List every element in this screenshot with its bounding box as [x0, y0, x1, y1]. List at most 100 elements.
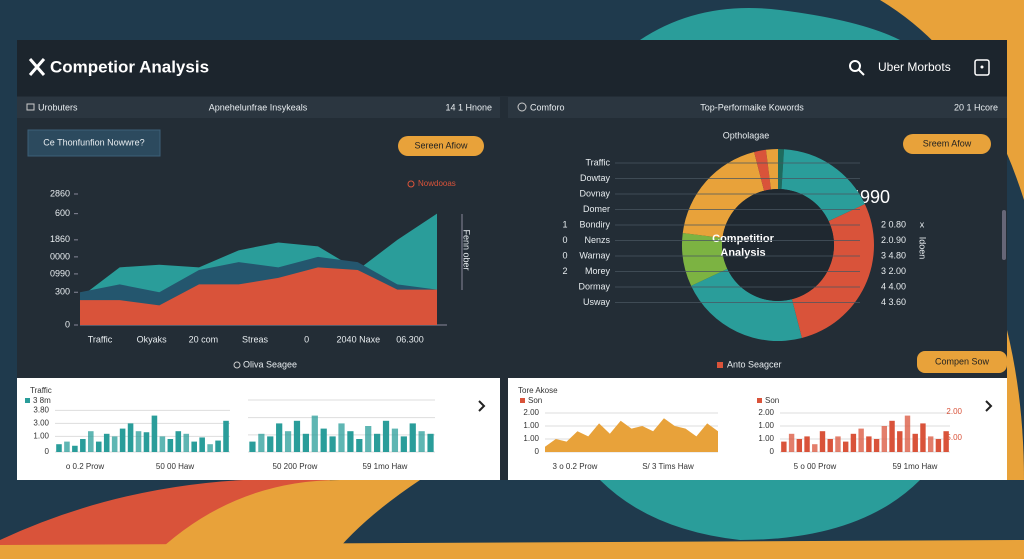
panel-header	[508, 97, 1007, 118]
bar	[95, 441, 102, 452]
bar	[788, 433, 795, 452]
bg-shape	[150, 480, 420, 559]
bar	[258, 433, 265, 452]
row-label: Bondiry	[579, 219, 610, 229]
row-number: 2	[562, 266, 567, 276]
next-arrow[interactable]	[985, 400, 993, 412]
row-label: Warnay	[579, 250, 610, 260]
bar	[56, 444, 62, 452]
side-label: Fenn ober	[462, 229, 472, 270]
bar	[842, 441, 849, 452]
legend-label: Anto Seagcer	[727, 359, 782, 369]
y-tick-label: 600	[55, 208, 70, 218]
y-tick-label: 0	[535, 447, 540, 456]
bar	[796, 439, 803, 452]
bar	[400, 436, 407, 452]
legend-marker	[520, 398, 525, 403]
bar	[819, 431, 826, 452]
center-text: Analysis	[720, 247, 765, 259]
row-number: 2 0.80	[881, 219, 906, 229]
button[interactable]	[917, 351, 1007, 373]
button-label[interactable]: Sereen Afiow	[414, 140, 468, 150]
bar	[904, 415, 911, 452]
bg-shape	[600, 480, 920, 540]
row-number: 2.0.90	[881, 235, 906, 245]
bg-shape	[640, 8, 900, 40]
bar	[276, 423, 283, 452]
row-label: Usway	[583, 297, 611, 307]
button[interactable]	[903, 134, 991, 154]
bar	[850, 433, 857, 452]
bar	[427, 433, 434, 452]
bottom-strip	[17, 378, 500, 480]
y-tick-label: 3.00	[33, 419, 49, 428]
center-text: Competitior	[712, 233, 774, 245]
bg-shape	[1007, 330, 1024, 480]
bar	[409, 423, 416, 452]
row-number: 3 2.00	[881, 266, 906, 276]
row-label: Traffic	[585, 157, 610, 167]
bar	[302, 433, 309, 452]
close[interactable]: x	[920, 219, 925, 229]
menu-icon[interactable]	[974, 59, 990, 76]
legend-label: Son	[765, 396, 779, 405]
row-label: Nenzs	[584, 235, 610, 245]
bar	[912, 433, 918, 452]
bar	[781, 441, 787, 452]
x-tick-label: Traffic	[88, 334, 113, 344]
donut-segment	[682, 232, 728, 286]
next-arrow[interactable]	[478, 400, 486, 412]
panel-label: Comforo	[530, 102, 565, 112]
row-number: 3 4.80	[881, 250, 906, 260]
panel-meta: 20 1 Hcore	[954, 102, 998, 112]
bar	[356, 439, 363, 452]
bar	[223, 420, 229, 452]
y-tick-label: 1.00	[758, 421, 774, 430]
caption: S/ 3 Tims Haw	[642, 462, 694, 471]
panel-title: Apnehelunfrae Insykeals	[209, 102, 308, 112]
bar	[103, 433, 110, 452]
legend-marker	[407, 180, 415, 188]
donut-segment	[778, 149, 785, 190]
bar	[64, 441, 70, 452]
area	[545, 418, 718, 452]
row-label: Dormay	[578, 281, 610, 291]
bar	[329, 436, 336, 452]
panel-icon	[26, 103, 35, 111]
bg-shape	[0, 540, 1024, 559]
bar	[804, 436, 810, 452]
row-number: 4 3.60	[881, 297, 906, 307]
question-box[interactable]	[27, 129, 161, 157]
bar	[183, 433, 190, 452]
scrollbar[interactable]	[1002, 210, 1006, 260]
y-tick-label: 2.00	[758, 408, 774, 417]
button-label[interactable]: Sreem Afow	[923, 138, 972, 148]
bar	[873, 439, 880, 452]
donut-segment	[765, 149, 778, 190]
panel-meta: 14 1 Hnone	[445, 102, 492, 112]
donut-segment	[791, 204, 874, 338]
search-icon[interactable]	[849, 60, 865, 76]
caption: 59 1mo Haw	[363, 462, 408, 471]
question[interactable]: Ce Thonfunfion Nowwre?	[43, 137, 144, 147]
donut-segment	[754, 149, 771, 191]
y-tick-label: 0000	[50, 251, 70, 261]
panel-label: Urobuters	[38, 102, 78, 112]
bar	[199, 437, 205, 452]
y-tick-label: 2.00	[523, 408, 539, 417]
button[interactable]	[398, 136, 484, 156]
right-label: 5.00	[946, 433, 962, 442]
user-name[interactable]: Uber Morbots	[878, 60, 951, 74]
bar	[812, 444, 818, 452]
caption: 5 o 00 Prow	[794, 462, 837, 471]
side-label: Idoen	[918, 237, 928, 260]
button-label[interactable]: Compen Sow	[935, 356, 990, 366]
bar	[382, 420, 390, 452]
y-tick-label: 0	[65, 319, 70, 329]
bar	[267, 436, 274, 452]
donut-segment	[781, 149, 865, 222]
bar	[215, 440, 221, 452]
header-bar	[17, 40, 1007, 96]
